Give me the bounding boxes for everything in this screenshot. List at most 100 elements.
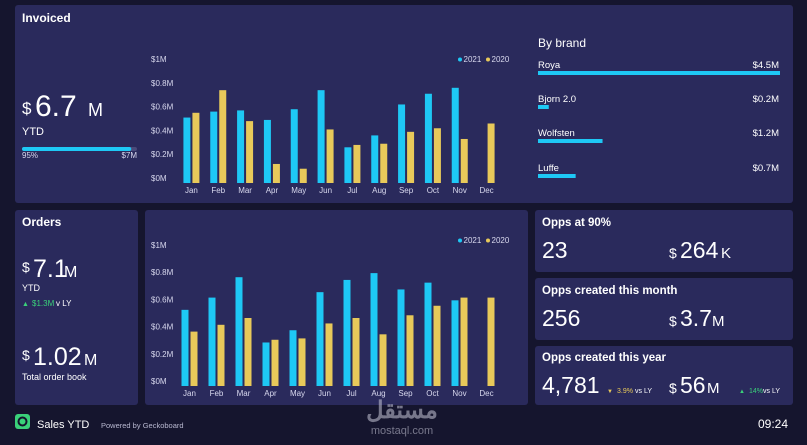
x-tick-label: Apr [266,186,279,195]
x-tick-label: Jan [185,186,198,195]
y-tick-label: $0M [151,377,167,386]
progress-label: 95% [22,151,38,160]
legend-swatch [458,57,462,62]
bar [343,279,351,386]
x-tick-label: Dec [479,389,493,398]
bar [424,282,432,386]
card-count: 256 [542,305,580,331]
prefix: $ [22,347,30,363]
change: 3.9% [617,388,633,395]
y-tick-label: $0.4M [151,323,174,332]
caption: YTD [22,283,41,293]
bar [271,339,279,386]
brand-bar [538,71,780,75]
bar [317,90,325,183]
bar [353,144,361,183]
big-number: 7.1 [33,255,68,283]
suffix: M [712,313,725,330]
bar [190,331,198,386]
caption: Total order book [22,372,87,382]
bar [433,128,441,183]
watermark: مستقل [366,397,438,424]
card-title: Opps created this year [542,352,667,364]
x-tick-label: Jan [183,389,196,398]
bar [183,117,191,183]
y-tick-label: $0.8M [151,79,174,88]
x-tick-label: Mar [237,389,251,398]
x-tick-label: Feb [211,186,225,195]
big-number: 264 [680,237,719,263]
x-tick-label: Mar [238,186,252,195]
bar [397,289,405,386]
suffix: M [88,100,103,120]
y-tick-label: $0.6M [151,295,174,304]
bar [344,147,352,183]
bar [406,315,414,386]
x-tick-label: Oct [426,389,439,398]
logo-mark [17,416,28,427]
bar [326,129,334,183]
y-tick-label: $0.4M [151,126,174,135]
y-tick-label: $1M [151,241,167,250]
bar [352,318,360,386]
bar [370,273,378,386]
legend-label: 2020 [492,236,510,245]
card-title: Opps created this month [542,285,677,297]
prefix: $ [669,245,677,261]
legend-label: 2021 [464,55,482,64]
bar [487,297,495,386]
bar [217,324,225,386]
legend-label: 2021 [464,236,482,245]
prefix: $ [669,380,677,396]
big-number: 3.7 [680,305,712,331]
brand-title: By brand [538,36,586,50]
bar [451,300,459,386]
card-count: 23 [542,237,568,263]
x-tick-label: Apr [264,389,277,398]
y-tick-label: $0.6M [151,103,174,112]
brand-bar [538,105,549,109]
legend-swatch [486,238,490,243]
caption: YTD [22,126,44,138]
bar [298,338,306,386]
bar [299,168,307,183]
bar [192,112,200,183]
legend-swatch [458,238,462,243]
bar [371,135,379,183]
change-suffix: vs LY [635,388,652,395]
bar [398,104,406,183]
y-tick-label: $0.2M [151,150,174,159]
x-tick-label: Feb [210,389,224,398]
brand-name: Wolfsten [538,128,575,139]
x-tick-label: Sep [398,389,413,398]
card-panel [535,210,793,272]
card-panel [535,278,793,340]
bar [433,305,441,386]
bar [289,330,297,386]
suffix: K [721,245,731,262]
brand-name: Luffe [538,163,559,174]
brand-bar [538,139,603,143]
orders-panel [15,210,138,405]
logo [15,414,30,429]
y-tick-label: $1M [151,55,167,64]
x-tick-label: Dec [479,186,493,195]
y-tick-label: $0.2M [151,350,174,359]
bar [460,138,468,183]
x-tick-label: Jul [346,389,356,398]
legend-label: 2020 [492,55,510,64]
bar [487,123,495,183]
suffix: M [707,380,720,397]
up-icon: ▲ [739,389,745,395]
invoiced-panel [15,5,793,203]
bar [262,342,270,386]
progress-target: $7M [121,151,137,160]
powered-by: Powered by Geckoboard [101,421,184,430]
panel-title: Invoiced [22,11,71,25]
bar [379,334,387,386]
bar [244,318,252,386]
bar [460,297,468,386]
x-tick-label: Nov [453,186,467,195]
brand-value: $1.2M [753,128,779,139]
bar [290,109,298,183]
